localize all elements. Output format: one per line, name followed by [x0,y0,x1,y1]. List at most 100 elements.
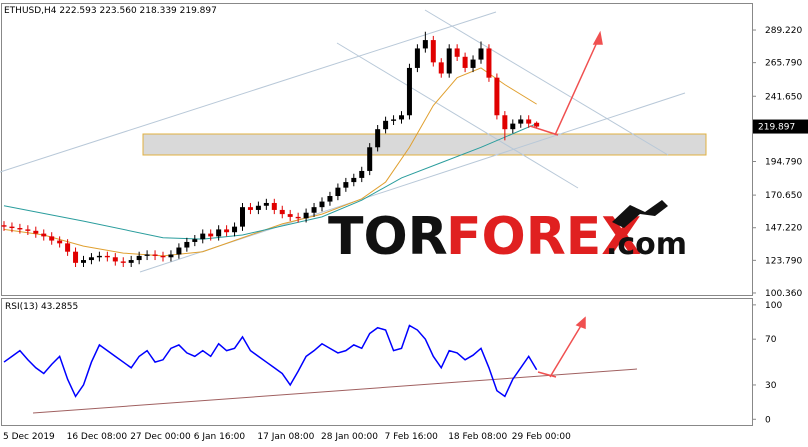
candle-body [104,255,110,258]
candle-body [295,216,301,219]
candle-body [216,229,222,237]
candle-body [430,40,436,63]
candle-body [255,205,261,210]
candle-body [502,115,508,130]
logo: TOR FOREX .com [328,200,687,267]
arrow [549,323,583,378]
candle-body [478,48,484,60]
candle-body [319,201,325,208]
candle-body [399,115,404,120]
candle-body [168,254,174,258]
candle-body [81,260,86,263]
y-tick-label: 70 [765,335,777,345]
candle-body [518,119,524,124]
candle-body [41,233,47,237]
x-tick-label: 6 Jan 16:00 [194,432,246,442]
price-panel [1,3,753,296]
candle-body [25,229,31,231]
x-tick-label: 18 Feb 08:00 [448,432,507,442]
candle-body [406,67,412,116]
candle-body [494,77,500,116]
candle-body [263,202,269,206]
candle-body [200,233,206,240]
annotations [0,9,707,414]
x-tick-label: 5 Dec 2019 [3,432,55,442]
candle-body [57,240,63,244]
candle-body [422,40,428,49]
candle-body [271,202,277,210]
x-tick-label: 28 Jan 00:00 [321,432,378,442]
arrow [537,371,557,378]
candle-body [17,228,23,230]
y-tick-label: 100.360 [765,289,802,299]
support-zone [142,133,707,156]
candle-body [160,255,166,258]
candle-body [192,239,198,242]
candle-body [367,147,373,171]
moving-average [3,123,537,240]
candle-body [327,196,333,202]
x-tick-label: 16 Dec 08:00 [67,432,128,442]
y-tick-label: 241.650 [765,92,802,102]
candle-body [240,207,245,227]
logo-text: FOREX [446,207,641,267]
candle-body [351,177,357,183]
candle-body [414,48,420,68]
y-tick-label: 265.790 [765,59,802,69]
y-tick-label: 194.790 [765,157,802,167]
rsi-title: RSI(13) 43.2855 [5,302,78,312]
moving-average [3,67,537,257]
trend-line [0,11,497,173]
arrow-head [575,316,586,330]
last-price-label: 219.897 [758,123,795,133]
candle-body [343,182,349,188]
candle-body [287,214,293,217]
rsi-line [3,324,538,398]
candle-body [232,226,238,233]
candle-body [359,170,365,178]
candle-body [96,255,102,258]
candle-body [311,207,317,213]
arrow-head [592,30,603,45]
candle-body [152,254,158,256]
candle-body [446,48,452,74]
candle-body [176,247,182,255]
candle-body [33,230,39,234]
candle-body [120,261,126,263]
logo-icon [612,200,668,228]
arrow [554,39,599,136]
rsi-panel [1,298,753,426]
logo-suffix: .com [606,227,687,262]
candle-body [144,254,150,256]
candle-body [247,207,253,210]
candle-body [73,251,79,263]
candle-body [454,48,460,57]
y-tick-label: 123.790 [765,256,802,266]
candle-body [335,187,341,197]
candle-body [136,255,142,261]
arrows [529,30,603,378]
y-tick-label: 147.220 [765,224,802,234]
candle-body [184,241,190,248]
x-tick-label: 17 Jan 08:00 [257,432,314,442]
candle-body [486,48,492,78]
candle-body [224,229,230,233]
candle-body [510,123,516,130]
candle-body [470,59,476,68]
candle-body [112,257,118,262]
candle-body [383,120,389,130]
x-tick-label: 29 Feb 00:00 [512,432,571,442]
candle-body [303,212,309,219]
rsi-trend-line [32,368,638,414]
trend-line [424,9,669,156]
candle-body [208,233,214,237]
candle-body [65,243,71,252]
x-tick-label: 7 Feb 16:00 [385,432,439,442]
candle-body [534,122,540,127]
logo-text: TOR [328,207,448,267]
arrow [529,125,559,136]
candle-body [375,129,381,148]
candle-body [9,226,15,229]
